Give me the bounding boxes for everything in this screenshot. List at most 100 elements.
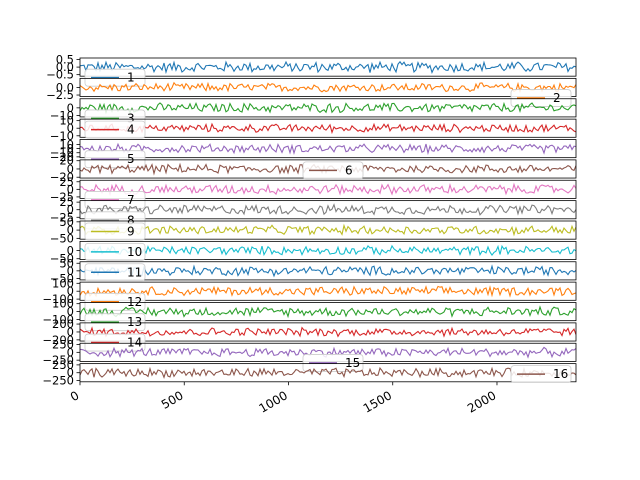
ytick-label: 0.5 <box>56 53 74 67</box>
legend-label-4: 4 <box>127 123 135 137</box>
xtick-label: 500 <box>159 388 186 412</box>
ytick-label: 25 <box>59 175 74 189</box>
legend-16: 16 <box>510 365 572 384</box>
legend-label-16: 16 <box>553 367 568 381</box>
x-axis: 0 500 1000 1500 2000 <box>68 381 498 416</box>
legend-label-6: 6 <box>345 163 353 177</box>
ytick-label: −10 <box>50 129 74 143</box>
legend-label-7: 7 <box>127 193 135 207</box>
ytick-label: −2.5 <box>46 88 74 102</box>
ytick-label: 10 <box>59 114 74 128</box>
legend-label-3: 3 <box>127 111 135 125</box>
legend-11: 11 <box>84 263 146 282</box>
ytick-label: 20 <box>59 154 74 168</box>
series-line-9 <box>80 223 576 237</box>
ytick-label: 100 <box>52 297 74 311</box>
ytick-label: 0 <box>67 101 74 115</box>
ytick-label: 0 <box>67 121 74 135</box>
ytick-label: 25 <box>59 195 74 209</box>
ytick-label: 0 <box>67 223 74 237</box>
series-line-1 <box>80 60 576 75</box>
legend-label-2: 2 <box>553 91 561 105</box>
legend-label-5: 5 <box>127 152 135 166</box>
legend-label-15: 15 <box>345 356 360 370</box>
legend-10: 10 <box>84 242 146 261</box>
series-line-3 <box>80 101 576 115</box>
xtick-label: 2000 <box>465 388 498 415</box>
ytick-label: −100 <box>42 312 74 326</box>
series-line-7 <box>80 182 576 197</box>
ytick-label: 0 <box>67 305 74 319</box>
series-line-15 <box>80 346 576 359</box>
ytick-label: 0 <box>67 264 74 278</box>
legend-15: 15 <box>302 354 364 372</box>
legend-label-9: 9 <box>127 225 135 239</box>
subplot-2: −2.50.0 2 <box>46 77 577 107</box>
xtick-label: 1500 <box>361 388 394 415</box>
ytick-label: 0 <box>67 243 74 257</box>
legend-5: 5 <box>84 150 146 169</box>
ytick-label: 0 <box>67 182 74 196</box>
ytick-label: −25 <box>50 190 74 204</box>
ytick-label: −20 <box>50 170 74 184</box>
legend-14: 14 <box>84 333 146 352</box>
legend-label-12: 12 <box>127 295 142 309</box>
series-line-12 <box>80 285 576 298</box>
legend-label-13: 13 <box>127 315 142 329</box>
ytick-label: −0.5 <box>46 68 74 82</box>
ytick-label: 50 <box>59 215 74 229</box>
legend-7: 7 <box>84 191 146 209</box>
ytick-label: 250 <box>52 338 74 352</box>
ytick-label: 200 <box>52 317 74 331</box>
legend-4: 4 <box>84 120 146 139</box>
ytick-label: 0.0 <box>56 60 74 74</box>
ytick-label: −50 <box>50 271 74 285</box>
ytick-label: 0 <box>67 284 74 298</box>
ytick-label: −10 <box>50 108 74 122</box>
ytick-label: 0.0 <box>56 80 74 94</box>
series-line-11 <box>80 264 576 278</box>
ytick-label: −100 <box>42 292 74 306</box>
series-line-2 <box>80 81 576 94</box>
series-line-16 <box>80 366 576 379</box>
ytick-label: −20 <box>50 150 74 164</box>
legend-2: 2 <box>510 89 572 107</box>
legend-13: 13 <box>84 313 146 332</box>
axes-frame-11 <box>79 261 577 281</box>
subplot-10: −500 10 <box>50 240 577 266</box>
legend-label-10: 10 <box>127 245 142 259</box>
ytick-label: 100 <box>52 276 74 290</box>
legend-label-8: 8 <box>127 213 135 227</box>
legend-label-11: 11 <box>127 265 142 279</box>
ytick-label: 0 <box>67 203 74 217</box>
ytick-label: 10 <box>59 137 74 151</box>
ytick-label: −25 <box>50 210 74 224</box>
series-line-13 <box>80 305 576 319</box>
ytick-label: −50 <box>50 231 74 245</box>
subplot-1: −0.50.00.5 1 <box>46 53 577 87</box>
ytick-label: 0 <box>67 162 74 176</box>
axes-frame-3 <box>79 98 577 118</box>
ytick-label: 0 <box>67 325 74 339</box>
legend-9: 9 <box>84 222 146 241</box>
series-line-4 <box>80 122 576 135</box>
series-line-5 <box>80 142 576 156</box>
ytick-label: −250 <box>42 353 74 367</box>
ytick-label: −10 <box>50 146 74 160</box>
xtick-label: 1000 <box>257 388 290 415</box>
legend-label-1: 1 <box>127 71 135 85</box>
legend-1: 1 <box>84 68 146 87</box>
legend-6: 6 <box>302 161 364 180</box>
ytick-label: 0 <box>67 345 74 359</box>
